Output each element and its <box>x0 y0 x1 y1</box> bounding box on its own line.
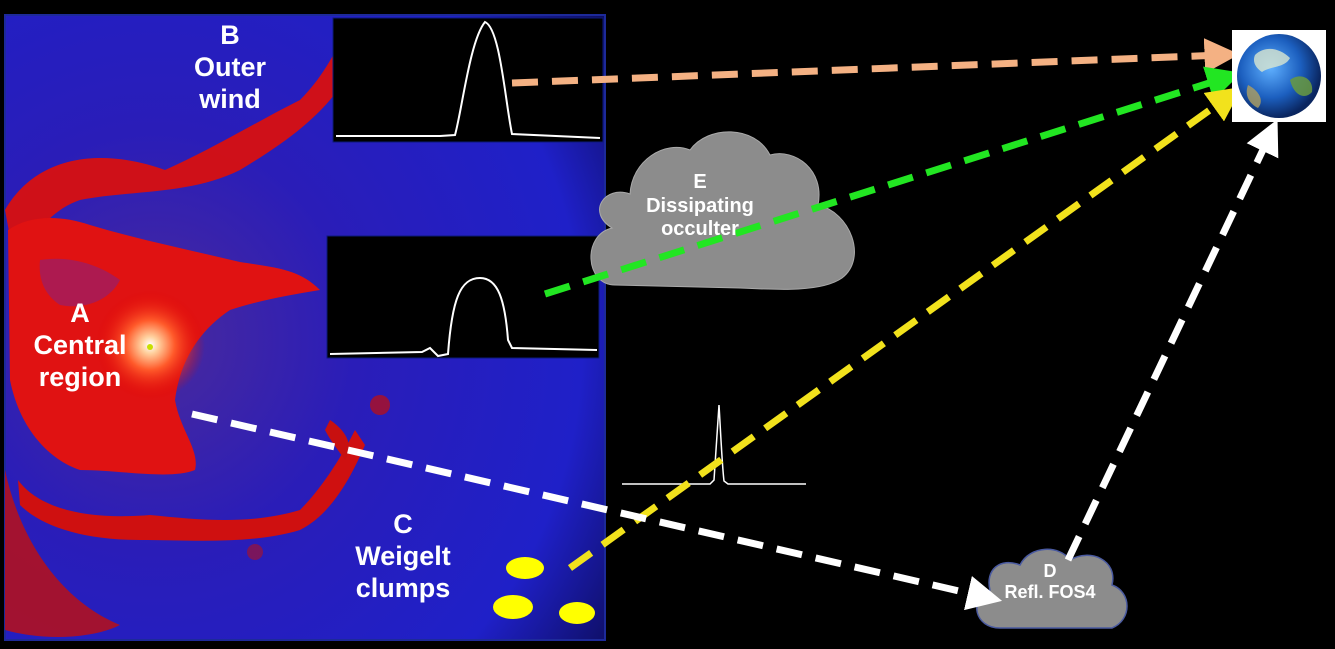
spectrum-inset-occulter <box>326 235 600 359</box>
label-line: Dissipating <box>646 194 754 217</box>
label-line: Outer <box>193 51 266 82</box>
sightline-reflection-to-observer <box>1064 119 1279 562</box>
label-line: wind <box>199 83 261 114</box>
label-central-region: A Central region <box>15 298 145 394</box>
label-line: Central <box>33 329 127 360</box>
label-reflection-fos4: D Refl. FOS4 <box>990 561 1110 603</box>
label-letter: D <box>1043 561 1057 581</box>
sightline-clumps <box>567 86 1243 571</box>
label-line: occulter <box>661 218 739 241</box>
label-letter: A <box>70 298 90 328</box>
label-line: Weigelt <box>355 540 451 571</box>
label-outer-wind: B Outer wind <box>185 20 275 116</box>
label-letter: E <box>693 171 707 193</box>
label-letter: C <box>393 509 413 539</box>
label-line: clumps <box>355 572 451 603</box>
sightline-central-to-reflection <box>191 410 1003 611</box>
weigelt-clump <box>493 595 533 619</box>
sightline-outer-wind <box>511 38 1240 87</box>
label-weigelt-clumps: C Weigelt clumps <box>348 509 458 605</box>
earth-globe-icon <box>1232 30 1326 122</box>
label-line: Refl. FOS4 <box>1004 582 1096 603</box>
label-line: region <box>38 361 122 392</box>
label-letter: B <box>220 20 240 50</box>
cloud-dissipating-occulter <box>590 131 855 290</box>
weigelt-clump <box>506 557 544 579</box>
weigelt-clump <box>559 602 595 624</box>
label-dissipating-occulter: E Dissipating occulter <box>630 171 770 242</box>
